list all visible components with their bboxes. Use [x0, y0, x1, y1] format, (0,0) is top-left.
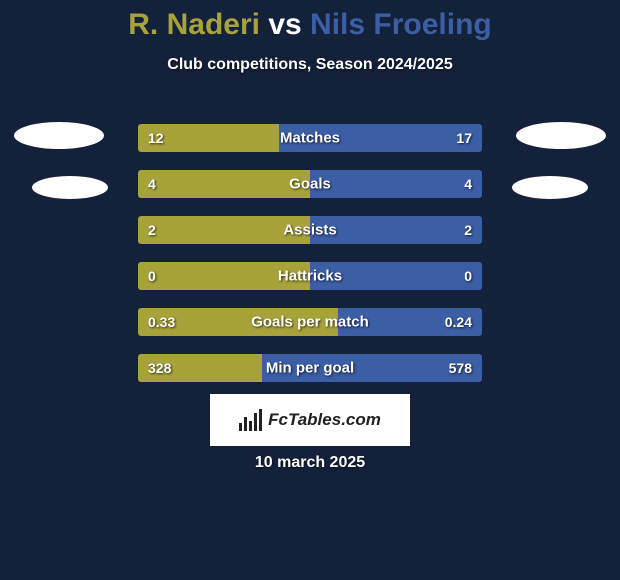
date: 10 march 2025	[0, 454, 620, 472]
stat-row: 00Hattricks	[138, 262, 482, 290]
chart-icon	[239, 409, 262, 431]
stat-label: Matches	[138, 130, 482, 147]
stat-row: 328578Min per goal	[138, 354, 482, 382]
avatar-left-2	[32, 176, 108, 199]
stat-label: Goals per match	[138, 314, 482, 331]
stat-label: Goals	[138, 176, 482, 193]
stat-row: 22Assists	[138, 216, 482, 244]
player2-name: Nils Froeling	[310, 8, 492, 41]
logo-box: FcTables.com	[210, 394, 410, 446]
subtitle: Club competitions, Season 2024/2025	[0, 56, 620, 74]
avatar-right-2	[512, 176, 588, 199]
stat-row: 1217Matches	[138, 124, 482, 152]
logo-text: FcTables.com	[268, 410, 381, 430]
stat-row: 0.330.24Goals per match	[138, 308, 482, 336]
stat-label: Hattricks	[138, 268, 482, 285]
stat-label: Assists	[138, 222, 482, 239]
stat-row: 44Goals	[138, 170, 482, 198]
comparison-title: R. Naderi vs Nils Froeling	[0, 0, 620, 42]
avatar-left-1	[14, 122, 104, 149]
avatar-right-1	[516, 122, 606, 149]
stat-label: Min per goal	[138, 360, 482, 377]
stat-bars-container: 1217Matches 44Goals 22Assists 00Hattricks 0.…	[138, 124, 482, 400]
vs-separator: vs	[268, 8, 301, 41]
player1-name: R. Naderi	[128, 8, 260, 41]
